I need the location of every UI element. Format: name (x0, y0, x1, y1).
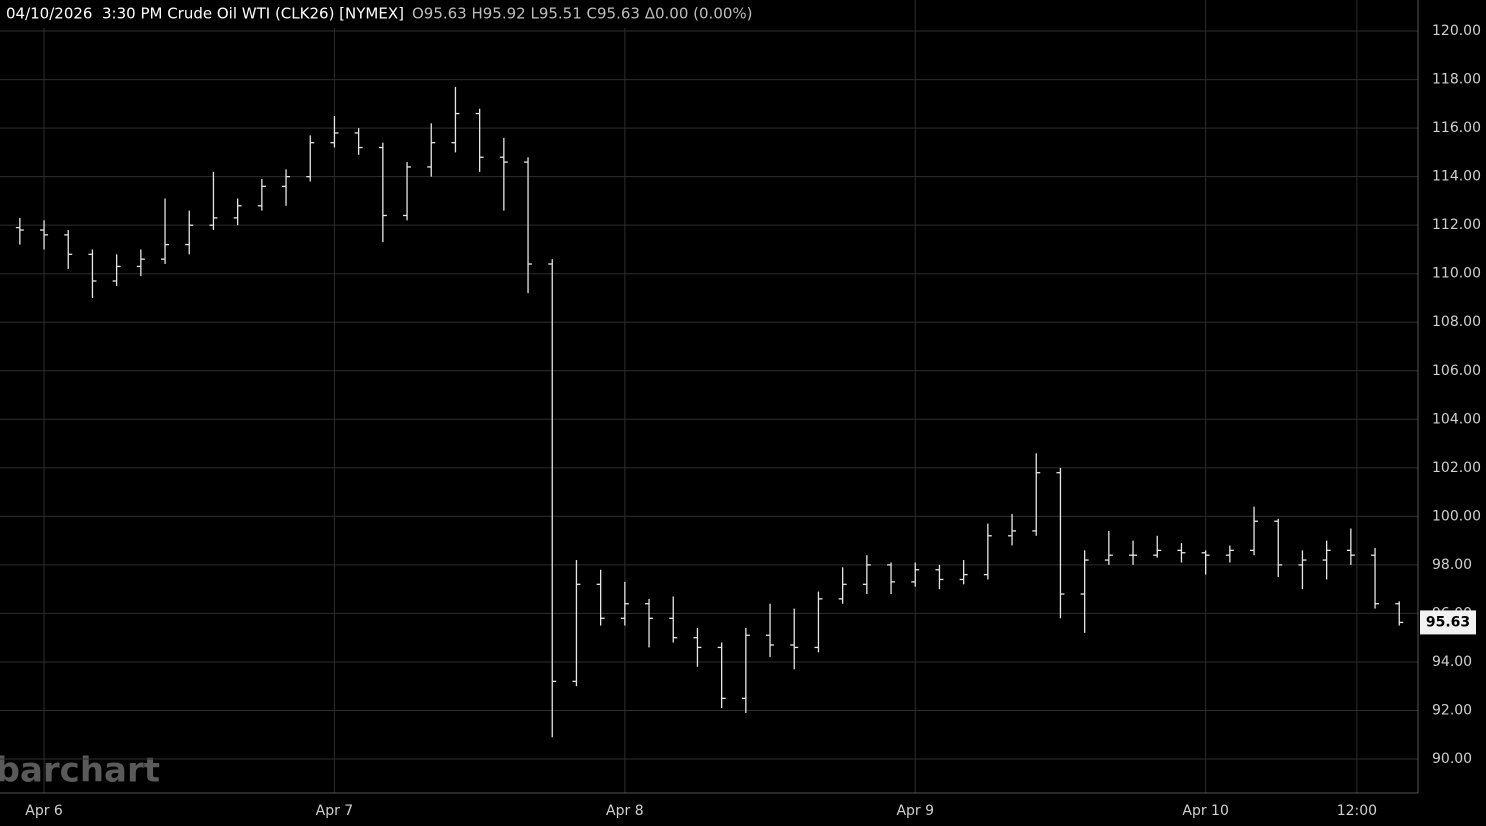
watermark: barchart (0, 751, 160, 791)
y-tick-label: 92.00 (1432, 702, 1472, 718)
y-tick-label: 120.00 (1432, 23, 1481, 39)
y-tick-label: 112.00 (1432, 217, 1481, 233)
y-tick-label: 100.00 (1432, 508, 1481, 524)
x-tick-label: Apr 7 (316, 803, 354, 819)
y-tick-label: 102.00 (1432, 460, 1481, 476)
y-tick-label: 94.00 (1432, 654, 1472, 670)
chart-title: 04/10/2026 3:30 PM Crude Oil WTI (CLK26)… (6, 5, 404, 23)
x-tick-label: 12:00 (1337, 803, 1377, 819)
y-tick-label: 118.00 (1432, 72, 1481, 88)
x-tick-label: Apr 8 (606, 803, 644, 819)
x-tick-label: Apr 6 (25, 803, 63, 819)
y-tick-label: 90.00 (1432, 751, 1472, 767)
y-tick-label: 106.00 (1432, 363, 1481, 379)
header-bg (0, 0, 840, 28)
y-tick-label: 114.00 (1432, 169, 1481, 185)
y-tick-label: 108.00 (1432, 314, 1481, 330)
y-tick-label: 98.00 (1432, 557, 1472, 573)
last-price-tag (1420, 610, 1476, 635)
last-price-label: 95.63 (1426, 614, 1470, 630)
x-tick-label: Apr 9 (896, 803, 934, 819)
y-tick-label: 104.00 (1432, 411, 1481, 427)
y-tick-label: 110.00 (1432, 266, 1481, 282)
x-tick-label: Apr 10 (1182, 803, 1228, 819)
y-tick-label: 116.00 (1432, 120, 1481, 136)
quote: O95.63 H95.92 L95.51 C95.63 Δ0.00 (0.00%… (412, 5, 753, 23)
